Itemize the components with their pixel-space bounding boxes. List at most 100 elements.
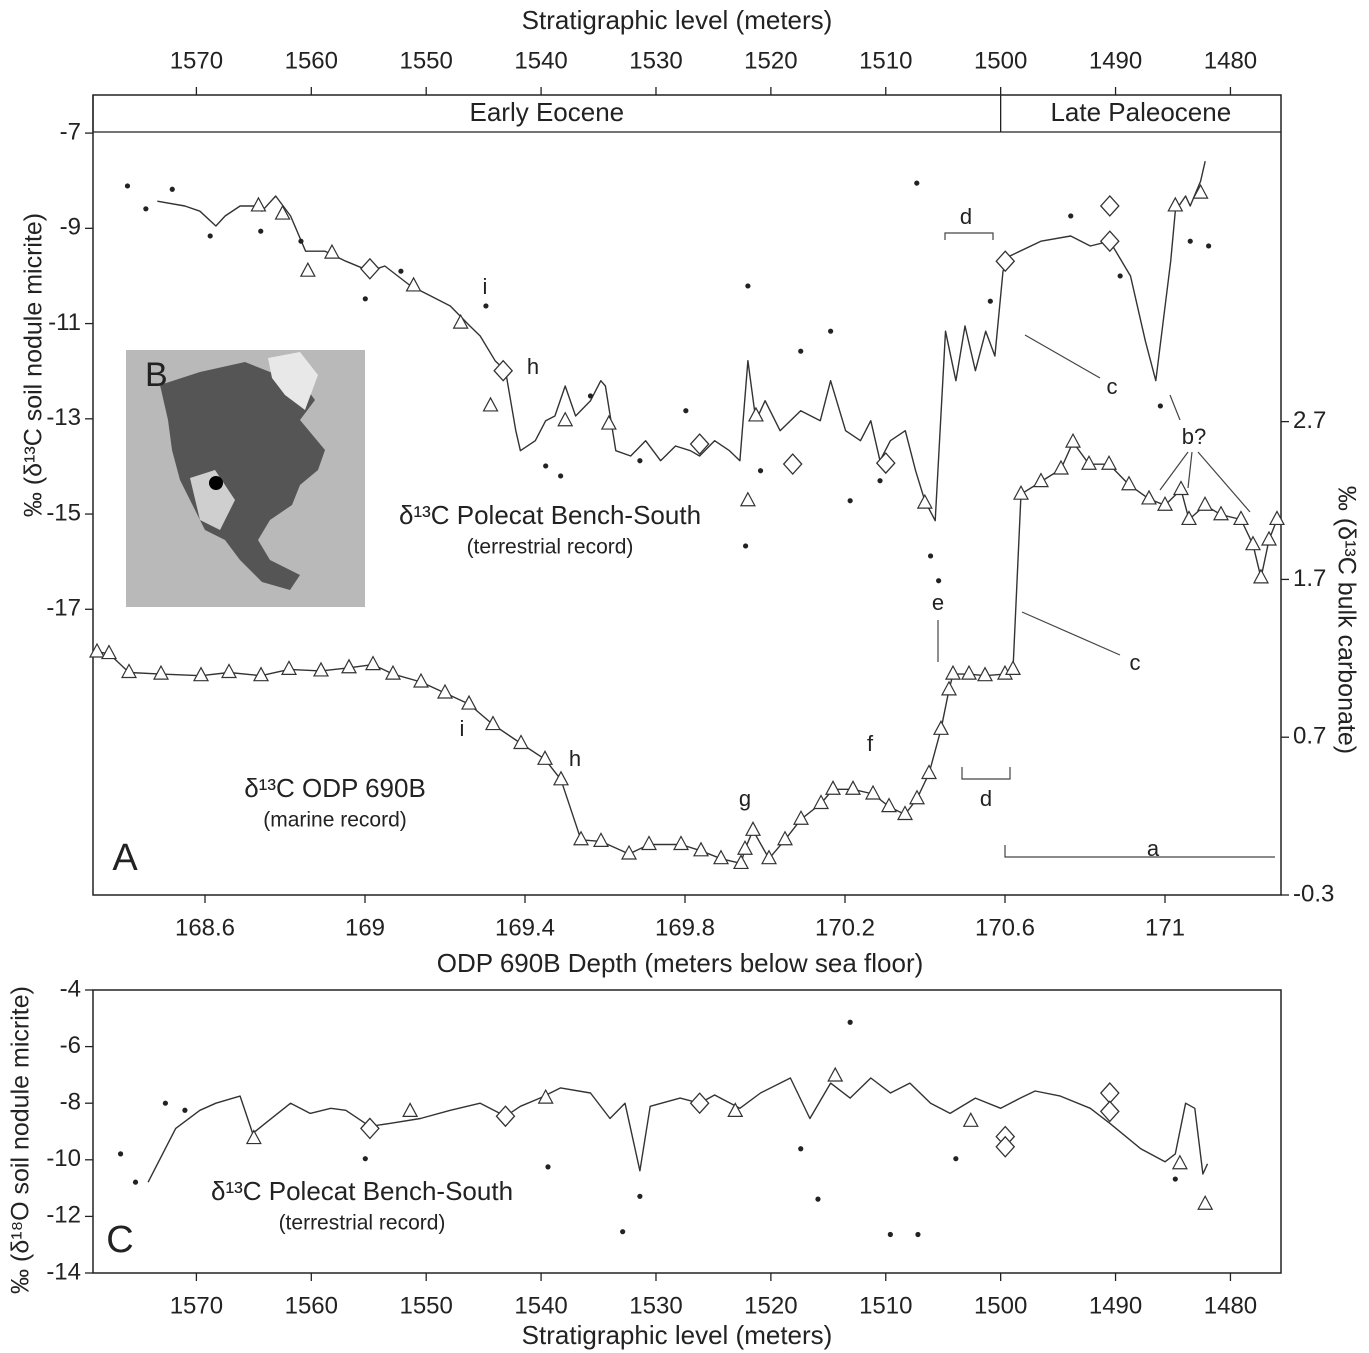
figure: B A C Stratigraphic level (meters) ODP 6… [0, 0, 1369, 1353]
dot-marker [1118, 273, 1123, 278]
diamond-marker [784, 454, 802, 474]
x-tick-label: 1490 [1089, 1292, 1142, 1319]
dot-marker [1206, 243, 1211, 248]
dot-marker [1158, 403, 1163, 408]
dot-marker [683, 408, 688, 413]
dot-marker [1068, 213, 1073, 218]
triangle-marker [314, 663, 328, 676]
dot-marker [637, 1194, 642, 1199]
panel-label: A [112, 837, 138, 879]
dot-marker [545, 1164, 550, 1169]
triangle-marker [251, 198, 265, 211]
x2-tick-label: 1570 [170, 47, 223, 74]
dot-marker [1173, 1176, 1178, 1181]
x-tick-label: 1540 [514, 1292, 567, 1319]
y2-tick-label: -0.3 [1293, 880, 1334, 907]
x-tick-label: 170.6 [975, 914, 1035, 941]
y2-tick-label: 0.7 [1293, 723, 1326, 750]
triangle-marker [674, 837, 688, 850]
series-record: (terrestrial record) [279, 1212, 446, 1235]
leader-line [1022, 612, 1120, 655]
dot-marker [258, 229, 263, 234]
y-tick-label: -4 [60, 975, 81, 1002]
x-tick-label: 1570 [170, 1292, 223, 1319]
x-tick-label: 1550 [399, 1292, 452, 1319]
series-record: (marine record) [263, 809, 407, 832]
dot-marker [848, 498, 853, 503]
diamond-marker [496, 1106, 514, 1126]
bracket [1005, 845, 1275, 857]
annotation: g [739, 786, 751, 811]
x-tick-label: 171 [1145, 914, 1185, 941]
dot-marker [363, 296, 368, 301]
dot-marker [877, 478, 882, 483]
triangle-marker [946, 666, 960, 679]
annotation: b? [1182, 424, 1206, 449]
leader-line [1188, 452, 1192, 488]
dot-marker [208, 233, 213, 238]
leader-line [1025, 335, 1100, 378]
triangle-marker [366, 657, 380, 670]
annotation: i [460, 716, 465, 741]
dot-marker [758, 468, 763, 473]
triangle-marker [558, 413, 572, 426]
triangle-marker [122, 665, 136, 678]
triangle-marker [910, 791, 924, 804]
x-tick-label: 169.8 [655, 914, 715, 941]
triangle-marker [602, 416, 616, 429]
triangle-marker [386, 666, 400, 679]
triangle-marker [746, 822, 760, 835]
diamond-marker [1101, 1083, 1119, 1103]
triangle-marker [922, 766, 936, 779]
y-axis-title: ‰ (δ¹³C soil nodule micrite) [20, 213, 48, 517]
triangle-marker [539, 1090, 553, 1103]
dot-marker [798, 1146, 803, 1151]
x-axis-title: Stratigraphic level (meters) [522, 1320, 833, 1350]
bracket [945, 233, 993, 240]
x-axis-title: ODP 690B Depth (meters below sea floor) [437, 948, 924, 978]
y2-tick-label: 2.7 [1293, 407, 1326, 434]
diamond-marker [691, 1093, 709, 1113]
annotation-leaders [938, 233, 1275, 857]
triangle-marker [342, 660, 356, 673]
dot-marker [125, 183, 130, 188]
diamond-marker [691, 434, 709, 454]
triangle-marker [594, 833, 608, 846]
y-axis-title: ‰ (δ¹⁸O soil nodule micrite) [7, 986, 35, 1294]
triangle-marker [154, 666, 168, 679]
triangle-marker [934, 721, 948, 734]
triangle-marker [1102, 456, 1116, 469]
diamond-marker [1101, 231, 1119, 251]
dot-marker [928, 553, 933, 558]
triangle-marker [1174, 481, 1188, 494]
dot-marker [953, 1156, 958, 1161]
dot-marker [298, 239, 303, 244]
triangle-marker [882, 799, 896, 812]
annotation: a [1147, 836, 1160, 861]
dot-marker [848, 1020, 853, 1025]
dot-marker [543, 463, 548, 468]
y-tick-label: -9 [60, 214, 81, 241]
inset-label: B [145, 356, 168, 394]
x2-tick-label: 1490 [1089, 47, 1142, 74]
triangle-marker [1034, 474, 1048, 487]
y2-axis-title: ‰ (δ¹³C bulk carbonate) [1332, 486, 1360, 754]
x2-tick-label: 1540 [514, 47, 567, 74]
dot-marker [398, 269, 403, 274]
series-label: δ¹³C Polecat Bench-South [399, 500, 701, 530]
annotation: c [1130, 650, 1141, 675]
triangle-marker [102, 646, 116, 659]
dot-marker [828, 329, 833, 334]
x-tick-label: 169 [345, 914, 385, 941]
triangle-marker [794, 811, 808, 824]
x-tick-label: 1500 [974, 1292, 1027, 1319]
triangle-marker [846, 781, 860, 794]
dot-marker [915, 1232, 920, 1237]
dot-marker [798, 349, 803, 354]
diamond-marker [1101, 196, 1119, 216]
annotation: h [527, 354, 539, 379]
dot-marker [133, 1180, 138, 1185]
triangle-marker [1262, 532, 1276, 545]
dot-marker [588, 393, 593, 398]
y-tick-label: -6 [60, 1032, 81, 1059]
